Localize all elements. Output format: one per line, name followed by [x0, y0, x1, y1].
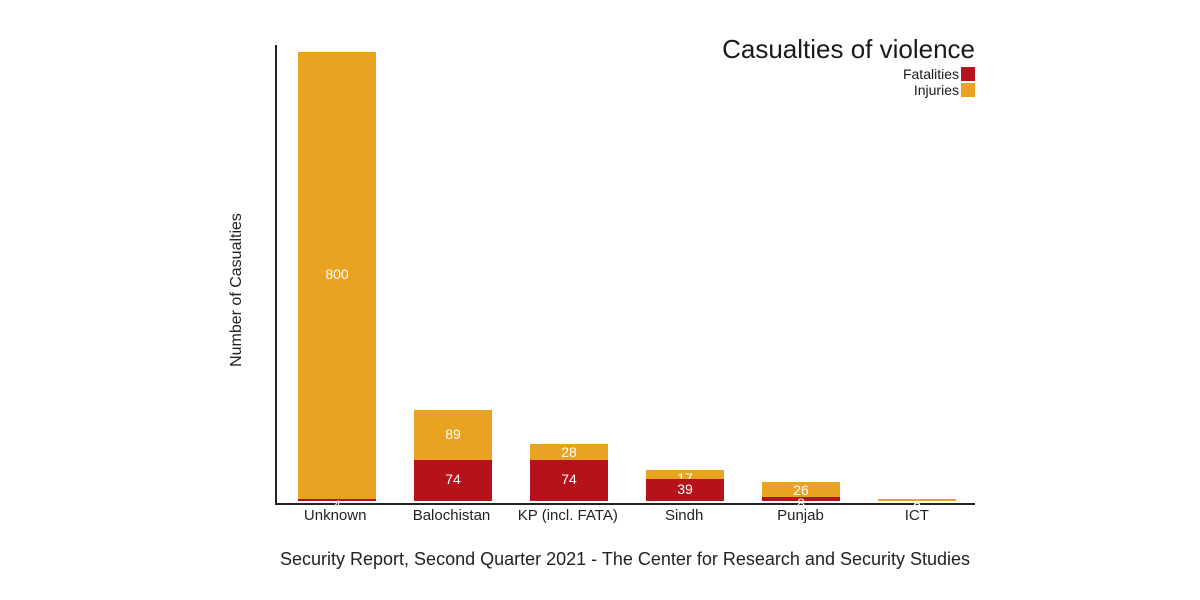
category: 89 74	[395, 45, 511, 501]
bar-segment-fatalities: 4	[298, 499, 377, 501]
bar-stack: 1739	[646, 470, 725, 501]
x-tick-label: Punjab	[742, 507, 858, 524]
x-tick-label: KP (incl. FATA)	[510, 507, 626, 524]
x-tick-label: Unknown	[277, 507, 393, 524]
category: 30	[859, 45, 975, 501]
x-tick-label: ICT	[859, 507, 975, 524]
bar-value-label: 800	[298, 266, 377, 282]
bar-segment-fatalities: 74	[414, 460, 493, 501]
bar-stack: 268	[762, 482, 841, 501]
x-axis-labels: UnknownBalochistanKP (incl. FATA)SindhPu…	[277, 507, 975, 524]
chart-caption: Security Report, Second Quarter 2021 - T…	[280, 549, 1120, 570]
bar-segment-injuries: 800	[298, 52, 377, 499]
bar-stack: 30	[878, 499, 957, 501]
x-tick-label: Balochistan	[393, 507, 509, 524]
bar-segment-fatalities: 74	[530, 460, 609, 501]
bar-value-label: 74	[530, 471, 609, 487]
bar-stack: 89 74	[414, 410, 493, 501]
bar-segment-fatalities: 39	[646, 479, 725, 501]
category: 28 74	[511, 45, 627, 501]
bar-stack: 28 74	[530, 444, 609, 501]
bar-value-label: 89	[414, 426, 493, 442]
category: 1739	[627, 45, 743, 501]
bar-segment-fatalities: 8	[762, 497, 841, 501]
bar-value-label: 74	[414, 471, 493, 487]
bar-segment-injuries: 28	[530, 444, 609, 460]
bar-segment-injuries: 17	[646, 470, 725, 479]
bar-value-label: 39	[646, 481, 725, 497]
x-tick-label: Sindh	[626, 507, 742, 524]
category: 268	[743, 45, 859, 501]
bar-stack: 800 4	[298, 52, 377, 501]
bar-value-label: 28	[530, 444, 609, 460]
plot-area: 800489742874173926830	[275, 45, 975, 505]
bar-segment-injuries: 89	[414, 410, 493, 460]
category: 800 4	[279, 45, 395, 501]
bars-container: 800489742874173926830	[279, 45, 975, 501]
casualties-chart: Casualties of violence Fatalities Injuri…	[275, 45, 975, 535]
y-axis-label: Number of Casualties	[228, 213, 246, 367]
